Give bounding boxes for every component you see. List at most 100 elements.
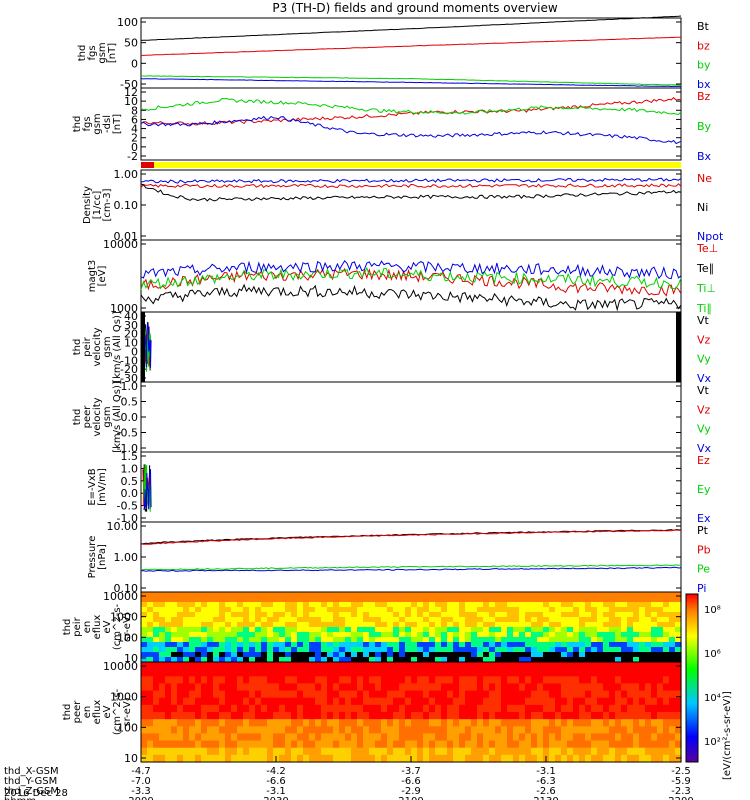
heatmap-cell [381,607,388,613]
heatmap-cell [561,676,568,685]
heatmap-cell [279,612,286,618]
heatmap-cell [261,754,268,763]
heatmap-cell [507,657,514,663]
heatmap-cell [399,662,406,670]
heatmap-cell [381,683,388,692]
heatmap-cell [495,733,502,742]
heatmap-cell [231,607,238,613]
heatmap-cell [255,652,262,658]
heatmap-cell [171,637,178,643]
heatmap-cell [555,647,562,653]
heatmap-cell [177,597,184,603]
heatmap-cell [333,632,340,638]
heatmap-cell [285,597,292,603]
heatmap-cell [357,627,364,633]
heatmap-cell [291,719,298,727]
heatmap-cell [369,657,376,663]
heatmap-cell [303,612,310,618]
heatmap-cell [465,592,472,598]
heatmap-cell [477,740,484,749]
heatmap-cell [363,662,370,670]
heatmap-cell [279,637,286,643]
heatmap-cell [423,712,430,720]
heatmap-cell [243,676,250,685]
y-tick-label: 0.01 [114,230,139,243]
heatmap-cell [441,754,448,763]
y-axis-label: (cm^2-s- [112,688,123,735]
heatmap-cell [525,719,532,727]
heatmap-cell [327,676,334,685]
heatmap-cell [453,592,460,598]
heatmap-cell [513,592,520,598]
y-axis-label: [1/cc] [92,191,103,220]
heatmap-cell [459,607,466,613]
heatmap-cell [531,726,538,735]
heatmap-cell [177,747,184,756]
heatmap-cell [603,740,610,749]
y-tick-label: -30 [120,372,138,385]
heatmap-cell [483,592,490,598]
heatmap-cell [225,592,232,598]
heatmap-cell [363,622,370,628]
heatmap-cell [225,719,232,727]
heatmap-cell [375,627,382,633]
heatmap-cell [489,676,496,685]
heatmap-cell [501,754,508,763]
heatmap-cell [405,607,412,613]
heatmap-cell [177,690,184,699]
data-bar [676,312,681,382]
heatmap-cell [639,740,646,749]
heatmap-cell [543,719,550,727]
heatmap-cell [153,597,160,603]
heatmap-cell [483,704,490,713]
heatmap-cell [189,632,196,638]
heatmap-cell [417,676,424,685]
heatmap-cell [285,637,292,643]
heatmap-cell [513,690,520,699]
heatmap-cell [231,712,238,720]
heatmap-cell [507,612,514,618]
heatmap-cell [249,726,256,735]
y-axis-label: eV [102,620,113,633]
heatmap-cell [183,690,190,699]
heatmap-cell [537,622,544,628]
heatmap-cell [159,602,166,608]
heatmap-cell [465,690,472,699]
heatmap-cell [459,647,466,653]
heatmap-cell [189,690,196,699]
heatmap-cell [501,712,508,720]
heatmap-cell [651,627,658,633]
heatmap-cell [663,637,670,643]
heatmap-cell [585,592,592,598]
heatmap-cell [147,754,154,763]
heatmap-cell [483,712,490,720]
heatmap-cell [471,747,478,756]
heatmap-cell [297,647,304,653]
heatmap-cell [609,602,616,608]
heatmap-cell [147,669,154,677]
heatmap-cell [651,697,658,706]
heatmap-cell [363,704,370,713]
heatmap-cell [339,652,346,658]
heatmap-cell [165,622,172,628]
heatmap-cell [315,726,322,735]
heatmap-cell [243,652,250,658]
heatmap-cell [633,652,640,658]
heatmap-cell [249,657,256,663]
heatmap-cell [639,669,646,677]
legend-label: Vy [697,423,711,436]
heatmap-cell [411,602,418,608]
heatmap-cell [453,754,460,763]
heatmap-cell [267,726,274,735]
heatmap-cell [417,733,424,742]
heatmap-cell [381,726,388,735]
heatmap-cell [477,622,484,628]
heatmap-cell [243,622,250,628]
heatmap-cell [411,712,418,720]
heatmap-cell [537,632,544,638]
heatmap-cell [381,669,388,677]
heatmap-cell [459,697,466,706]
heatmap-cell [657,697,664,706]
heatmap-cell [159,747,166,756]
heatmap-cell [507,637,514,643]
